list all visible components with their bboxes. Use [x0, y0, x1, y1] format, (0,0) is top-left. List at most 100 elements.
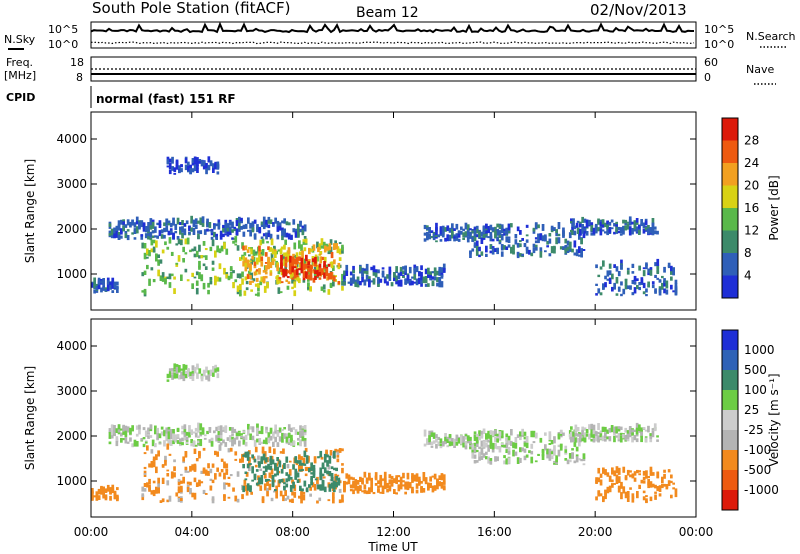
echo-cell [292, 219, 296, 225]
echo-cell [629, 470, 632, 473]
echo-cell [234, 495, 238, 502]
echo-cell [184, 451, 188, 458]
echo-cell [466, 229, 470, 237]
echo-cell [241, 242, 244, 249]
echo-cell [575, 454, 579, 457]
echo-cell [519, 447, 522, 453]
echo-cell [267, 230, 271, 234]
echo-cell [455, 237, 459, 241]
echo-cell [172, 440, 175, 445]
echo-cell [270, 497, 274, 502]
echo-cell [248, 247, 251, 250]
echo-cell [156, 427, 159, 435]
echo-cell [305, 461, 309, 464]
echo-cell [667, 262, 671, 269]
echo-cell [615, 474, 619, 482]
echo-cell [397, 275, 401, 279]
echo-cell [327, 289, 331, 295]
echo-cell [198, 244, 201, 252]
echo-cell [234, 458, 238, 461]
echo-cell [475, 449, 479, 453]
echo-cell [243, 252, 247, 256]
echo-cell [656, 439, 659, 442]
echo-cell [276, 457, 279, 462]
echo-cell [196, 157, 199, 163]
echo-cell [525, 239, 529, 242]
echo-cell [489, 430, 493, 435]
echo-cell [93, 277, 96, 285]
echo-cell [532, 243, 536, 248]
echo-cell [142, 443, 146, 448]
echo-cell [227, 476, 231, 479]
echo-cell [282, 272, 285, 278]
echo-cell [482, 225, 486, 232]
echo-cell [431, 282, 435, 286]
echo-cell [182, 476, 185, 484]
echo-cell [525, 436, 529, 441]
echo-cell [570, 435, 573, 443]
echo-cell [258, 438, 262, 444]
echo-cell [216, 249, 219, 253]
echo-cell [182, 246, 185, 253]
echo-cell [572, 431, 575, 437]
echo-cell [489, 434, 493, 442]
echo-cell [218, 248, 222, 254]
echo-cell [138, 224, 141, 230]
echo-cell [234, 243, 238, 246]
echo-cell [264, 479, 268, 482]
echo-cell [651, 430, 655, 438]
echo-cell [284, 265, 287, 272]
echo-cell [192, 219, 196, 227]
echo-cell [606, 278, 610, 281]
echo-cell [498, 431, 502, 439]
echo-cell [523, 436, 527, 440]
echo-cell [149, 218, 153, 226]
echo-cell [279, 490, 283, 497]
echo-cell [620, 264, 623, 270]
echo-cell [163, 234, 166, 239]
echo-cell [267, 478, 270, 481]
echo-cell [341, 463, 344, 466]
echo-cell [361, 490, 364, 493]
echo-cell [489, 234, 493, 241]
echo-cell [617, 226, 621, 230]
echo-cell [670, 480, 673, 484]
echo-cell [546, 240, 549, 245]
echo-cell [388, 269, 392, 275]
echo-cell [370, 280, 373, 283]
echo-cell [100, 485, 103, 493]
beam-title: Beam 12 [356, 5, 419, 21]
echo-cell [292, 482, 295, 489]
echo-cell [294, 476, 298, 480]
echo-cell [619, 233, 623, 236]
echo-cell [312, 464, 316, 472]
echo-cell [649, 267, 653, 271]
x-tick-label: 12:00 [376, 525, 411, 539]
echo-cell [335, 468, 338, 472]
echo-cell [180, 485, 183, 493]
echo-cell [489, 244, 493, 250]
echo-cell [168, 170, 172, 175]
echo-cell [432, 233, 436, 241]
echo-cell [222, 224, 225, 228]
echo-cell [570, 229, 573, 233]
echo-cell [189, 371, 192, 378]
echo-cell [189, 164, 192, 170]
colorbar-tick-label: 1000 [744, 343, 775, 357]
colorbar-segment [722, 208, 738, 231]
echo-cell [582, 463, 586, 466]
echo-cell [519, 230, 522, 235]
echo-cell [172, 232, 175, 240]
echo-cell [285, 436, 289, 443]
echo-cell [173, 472, 176, 478]
echo-cell [288, 499, 292, 503]
echo-cell [608, 475, 612, 482]
echo-cell [320, 245, 324, 249]
echo-cell [228, 226, 232, 233]
echo-cell [649, 433, 653, 437]
echo-cell [157, 254, 160, 258]
echo-cell [299, 251, 302, 256]
echo-cell [194, 224, 198, 229]
echo-cell [181, 437, 184, 442]
echo-cell [196, 164, 199, 169]
